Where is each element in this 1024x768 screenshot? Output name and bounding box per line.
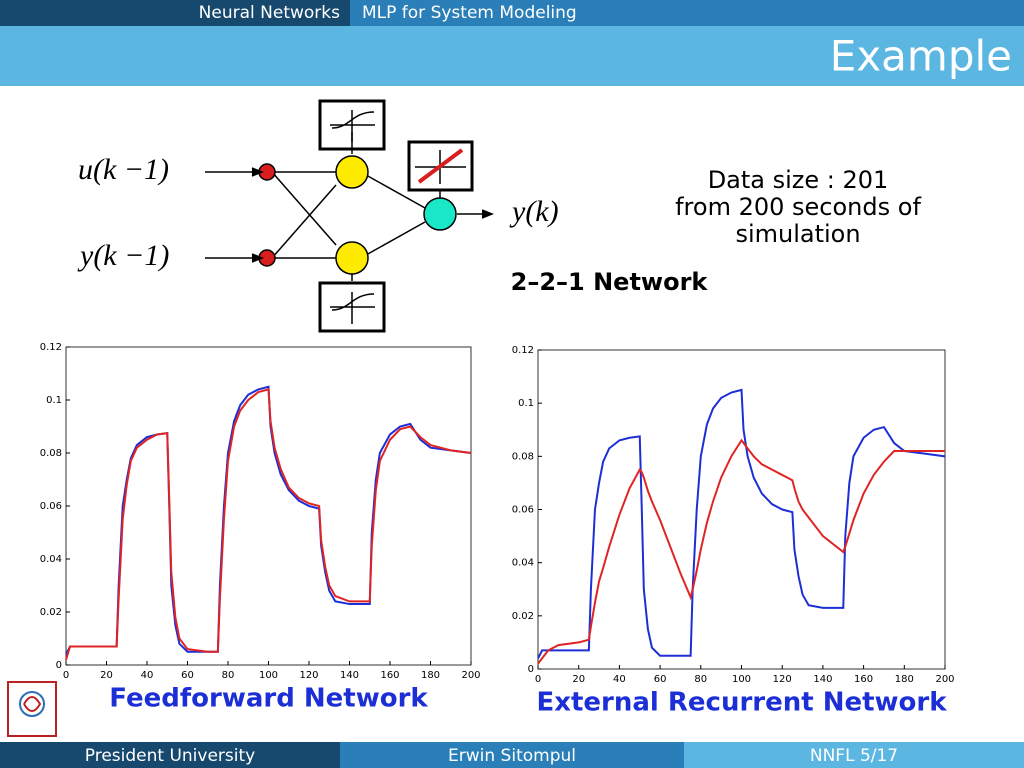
slide-title: Example — [830, 32, 1012, 81]
x-tick-label: 200 — [461, 670, 480, 681]
x-tick-label: 200 — [935, 674, 954, 685]
data-line — [65, 388, 472, 660]
logo — [7, 681, 57, 737]
footer-text: NNFL 5/17 — [810, 746, 898, 766]
y-tick-label: 0 — [56, 660, 62, 671]
x-tick-label: 120 — [773, 674, 792, 685]
input-label: y(k −1) — [77, 239, 169, 272]
data-line — [537, 388, 946, 659]
y-tick-label: 0.02 — [40, 607, 62, 618]
y-tick-label: 0.1 — [46, 395, 62, 406]
network-label: 2–2–1 Network — [511, 268, 709, 296]
section: Neural Networks — [199, 3, 340, 23]
x-tick-label: 0 — [63, 670, 69, 681]
chart-title: Feedforward Network — [109, 684, 428, 714]
y-tick-label: 0.12 — [40, 342, 62, 353]
footer-left — [0, 742, 340, 768]
x-tick-label: 40 — [613, 674, 626, 685]
footer-text: Erwin Sitompul — [448, 746, 576, 766]
top-bar-topic — [350, 0, 1024, 26]
title-band — [0, 26, 1024, 86]
y-tick-label: 0.12 — [512, 345, 534, 356]
x-tick-label: 180 — [421, 670, 440, 681]
chart-title: External Recurrent Network — [536, 688, 947, 718]
x-tick-label: 0 — [535, 674, 541, 685]
x-tick-label: 100 — [732, 674, 751, 685]
x-tick-label: 120 — [299, 670, 318, 681]
network-diagram — [205, 99, 495, 333]
footer-right — [684, 742, 1024, 768]
x-tick-label: 100 — [259, 670, 278, 681]
data-line — [537, 438, 945, 665]
y-tick-label: 0.04 — [40, 554, 62, 565]
x-tick-label: 160 — [854, 674, 873, 685]
y-tick-label: 0.08 — [40, 448, 62, 459]
y-tick-label: 0.02 — [512, 611, 534, 622]
y-tick-label: 0.04 — [512, 558, 534, 569]
x-tick-label: 20 — [100, 670, 113, 681]
x-tick-label: 80 — [222, 670, 235, 681]
x-tick-label: 80 — [694, 674, 707, 685]
y-tick-label: 0.06 — [512, 505, 534, 516]
x-tick-label: 20 — [572, 674, 585, 685]
x-tick-label: 140 — [340, 670, 359, 681]
y-tick-label: 0.1 — [518, 398, 534, 409]
x-tick-label: 180 — [895, 674, 914, 685]
y-tick-label: 0 — [528, 664, 534, 675]
y-tick-label: 0.06 — [40, 501, 62, 512]
note: simulation — [735, 220, 860, 248]
x-tick-label: 140 — [813, 674, 832, 685]
input-label: u(k −1) — [78, 153, 169, 186]
topic: MLP for System Modeling — [362, 3, 577, 23]
note: Data size : 201 — [708, 166, 889, 194]
footer-center — [340, 742, 684, 768]
footer-text: President University — [85, 746, 255, 766]
x-tick-label: 160 — [380, 670, 399, 681]
x-tick-label: 60 — [654, 674, 667, 685]
note: from 200 seconds of — [675, 193, 921, 221]
output-label: y(k) — [509, 195, 559, 228]
y-tick-label: 0.08 — [512, 451, 534, 462]
x-tick-label: 40 — [141, 670, 154, 681]
x-tick-label: 60 — [181, 670, 194, 681]
